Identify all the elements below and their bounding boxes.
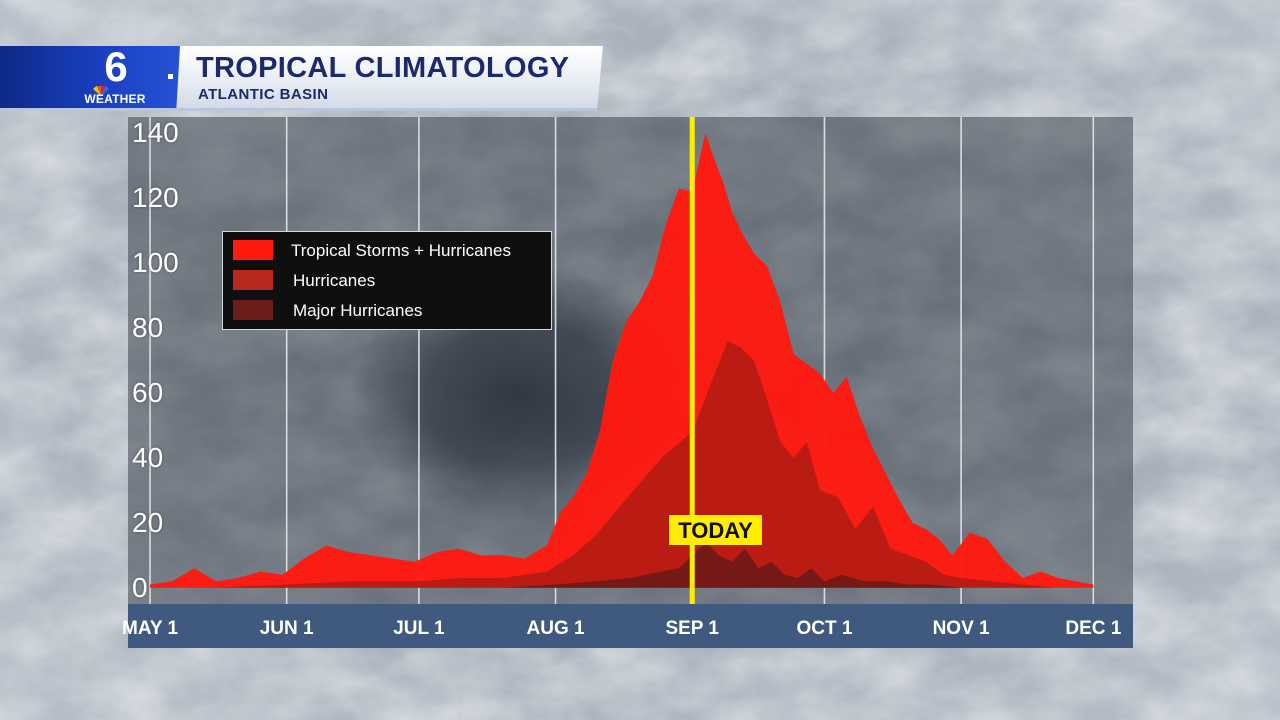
x-tick-label: OCT 1	[796, 618, 853, 639]
legend-swatch-tropical	[233, 240, 273, 260]
y-tick-label: 60	[132, 376, 164, 408]
x-tick-label: JUL 1	[393, 618, 445, 639]
legend: Tropical Storms + Hurricanes Hurricanes …	[222, 231, 552, 330]
y-tick-label: 120	[132, 182, 179, 214]
series-area-hurricanes	[150, 341, 1094, 588]
x-axis-bar	[128, 604, 1133, 648]
x-tick-label: JUN 1	[259, 618, 314, 639]
chart-title: TROPICAL CLIMATOLOGY	[196, 52, 570, 84]
x-tick-label: AUG 1	[526, 618, 585, 639]
station-logo: 6 WEATHER	[0, 46, 180, 108]
legend-label-major: Major Hurricanes	[293, 301, 423, 320]
x-tick-label: DEC 1	[1065, 618, 1122, 639]
legend-swatch-hurricanes	[233, 270, 273, 290]
x-tick-label: NOV 1	[932, 618, 990, 639]
logo-weather-text: WEATHER	[84, 92, 146, 106]
peacock-icon	[93, 86, 109, 96]
series-areas	[150, 133, 1094, 588]
x-tick-label: SEP 1	[665, 618, 719, 639]
x-tick-label: MAY 1	[122, 618, 179, 639]
today-label: TODAY	[669, 515, 762, 545]
legend-label-hurricanes: Hurricanes	[293, 271, 376, 290]
y-tick-label: 80	[132, 312, 164, 344]
y-tick-label: 0	[132, 571, 148, 603]
title-banner: 6 WEATHER TROPICAL CLIMATOLOGY ATLANTIC …	[0, 46, 603, 111]
y-tick-label: 40	[132, 441, 164, 473]
series-area-tropical-storms	[150, 133, 1094, 588]
separator-dot	[168, 74, 173, 79]
y-tick-label: 140	[132, 117, 179, 149]
y-tick-label: 100	[132, 247, 179, 279]
chart-subtitle: ATLANTIC BASIN	[198, 86, 329, 103]
legend-label-tropical: Tropical Storms + Hurricanes	[291, 241, 511, 260]
logo-number: 6	[104, 43, 128, 90]
y-tick-label: 20	[132, 506, 164, 538]
legend-swatch-major	[233, 300, 273, 320]
